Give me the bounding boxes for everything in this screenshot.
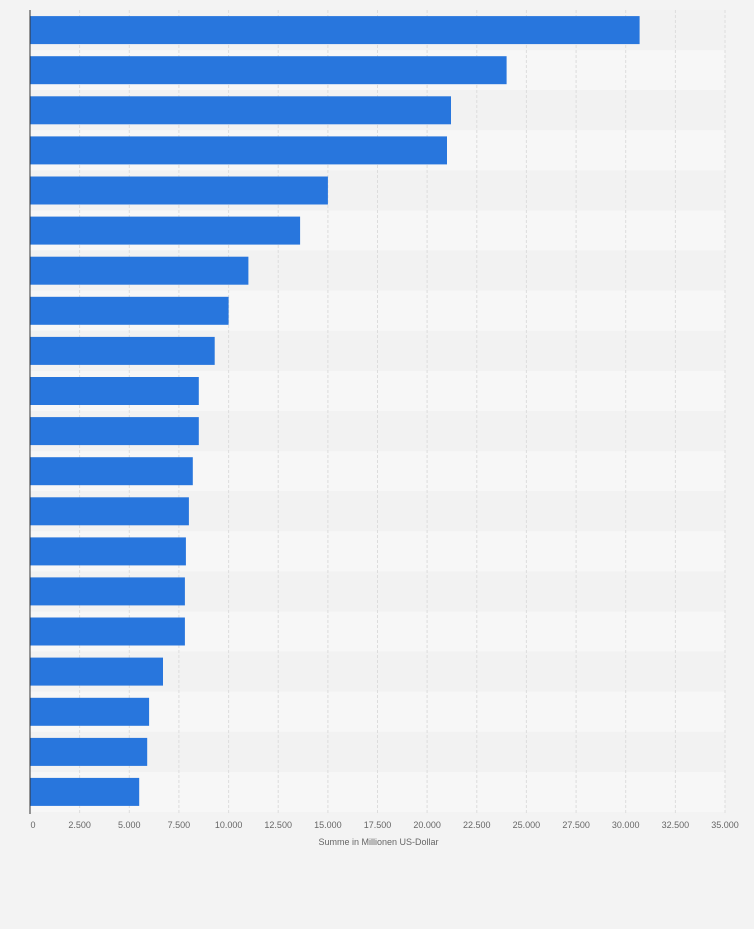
bar-4 — [30, 136, 447, 165]
bar-9 — [30, 336, 215, 365]
bar-1 — [30, 16, 640, 45]
bar-12 — [30, 457, 193, 486]
x-tick-label: 5.000 — [118, 820, 141, 830]
x-tick-label: 20.000 — [413, 820, 441, 830]
x-tick-label: 30.000 — [612, 820, 640, 830]
x-tick-label: 27.500 — [562, 820, 590, 830]
x-axis-title: Summe in Millionen US-Dollar — [318, 837, 438, 847]
bar-8 — [30, 296, 229, 325]
bar-3 — [30, 96, 451, 125]
x-tick-label: 17.500 — [364, 820, 392, 830]
bar-2 — [30, 56, 507, 85]
x-tick-label: 7.500 — [168, 820, 191, 830]
x-tick-label: 32.500 — [662, 820, 690, 830]
x-tick-label: 0 — [30, 820, 35, 830]
bar-18 — [30, 697, 150, 726]
bar-19 — [30, 737, 148, 766]
bar-7 — [30, 256, 249, 285]
x-tick-label: 15.000 — [314, 820, 342, 830]
x-axis-ticks: 0 2.500 5.000 7.500 10.000 12.500 15.000 17.500… — [30, 820, 738, 830]
bar-17 — [30, 657, 163, 686]
x-tick-label: 25.000 — [513, 820, 541, 830]
bar-10 — [30, 377, 199, 405]
bar-14 — [30, 537, 186, 566]
x-tick-label: 35.000 — [711, 820, 739, 830]
bar-11 — [30, 417, 199, 446]
x-tick-label: 10.000 — [215, 820, 243, 830]
bar-13 — [30, 497, 189, 526]
x-tick-label: 22.500 — [463, 820, 491, 830]
bar-20 — [30, 777, 140, 806]
bar-5 — [30, 176, 328, 205]
bar-16 — [30, 617, 185, 646]
bar-15 — [30, 577, 185, 606]
bar-6 — [30, 216, 301, 245]
x-tick-label: 2.500 — [68, 820, 91, 830]
bars — [30, 16, 640, 806]
x-tick-label: 12.500 — [264, 820, 292, 830]
